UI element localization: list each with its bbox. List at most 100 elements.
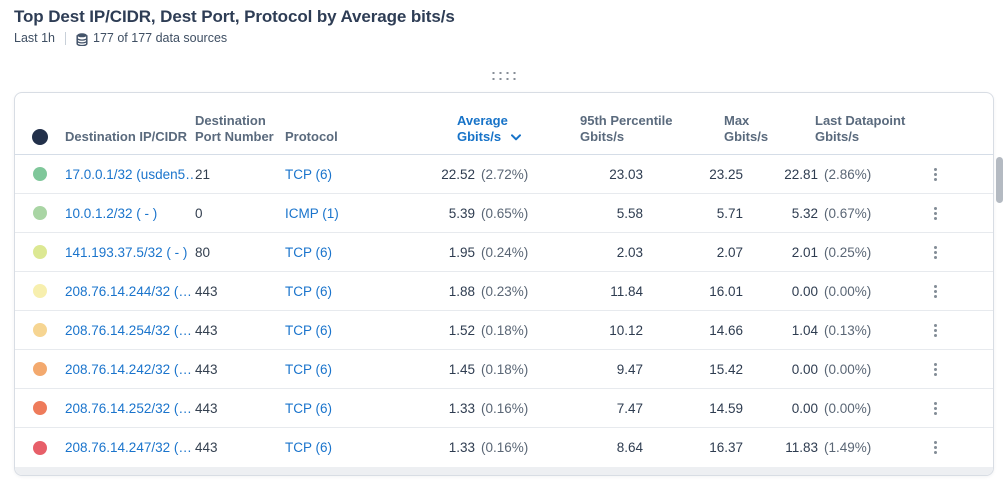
- row-actions-kebab-icon[interactable]: [930, 281, 941, 302]
- table-header-row: Destination IP/CIDR Destination Port Num…: [15, 93, 993, 155]
- drag-handle-icon[interactable]: [492, 72, 516, 80]
- row-actions-kebab-icon[interactable]: [930, 203, 941, 224]
- database-icon: [76, 32, 88, 46]
- max-value: 2.07: [716, 244, 743, 260]
- table-row: 208.76.14.247/32 (… 443 TCP (6) 1.33 (0.…: [15, 428, 993, 467]
- table-row: 141.193.37.5/32 ( - ) 80 TCP (6) 1.95 (0…: [15, 233, 993, 272]
- destination-ip-link[interactable]: 208.76.14.247/32 (…: [65, 440, 192, 455]
- page-title: Top Dest IP/CIDR, Dest Port, Protocol by…: [14, 7, 455, 26]
- column-header-average-line2: Gbits/s: [457, 128, 502, 144]
- average-percent: (0.23%): [481, 283, 529, 299]
- last-datapoint-value: 0.00: [791, 283, 818, 299]
- subtitle-divider: [65, 31, 67, 45]
- last-datapoint-value: 22.81: [784, 166, 818, 182]
- protocol-link[interactable]: TCP (6): [285, 166, 333, 182]
- protocol-link[interactable]: TCP (6): [285, 440, 333, 455]
- protocol-link[interactable]: TCP (6): [285, 244, 333, 260]
- widget-subtitle: Last 1h 177 of 177 data sources: [14, 31, 455, 46]
- table-row: 10.0.1.2/32 ( - ) 0 ICMP (1) 5.39 (0.65%…: [15, 194, 993, 233]
- row-actions-kebab-icon[interactable]: [930, 320, 941, 341]
- destination-ip-link[interactable]: 141.193.37.5/32 ( - ): [65, 244, 188, 260]
- last-datapoint-percent: (1.49%): [824, 440, 872, 455]
- column-header-max-line1: Max: [724, 112, 750, 128]
- destination-ip-link[interactable]: 17.0.0.1/32 (usden5…: [65, 166, 195, 182]
- destination-ip-link[interactable]: 208.76.14.254/32 (…: [65, 322, 192, 338]
- average-percent: (0.24%): [481, 244, 529, 260]
- row-color-cell: [15, 362, 65, 376]
- legend-dot-icon: [32, 129, 48, 145]
- data-sources-label: 177 of 177 data sources: [93, 31, 228, 45]
- table-row: 208.76.14.252/32 (… 443 TCP (6) 1.33 (0.…: [15, 389, 993, 428]
- average-value: 5.39: [448, 205, 475, 221]
- p95-value: 11.84: [610, 283, 643, 299]
- column-header-protocol[interactable]: Protocol: [285, 128, 338, 144]
- destination-port-value: 80: [195, 244, 211, 260]
- max-value: 14.59: [709, 400, 743, 416]
- max-value: 15.42: [709, 361, 743, 377]
- average-percent: (0.18%): [481, 322, 529, 338]
- destination-port-value: 0: [195, 205, 203, 221]
- row-actions-kebab-icon[interactable]: [930, 359, 941, 380]
- row-actions-kebab-icon[interactable]: [930, 437, 941, 458]
- table-card: Destination IP/CIDR Destination Port Num…: [14, 92, 994, 476]
- column-header-last-line2: Gbits/s: [815, 128, 860, 144]
- p95-value: 10.12: [609, 322, 643, 338]
- destination-ip-link[interactable]: 208.76.14.252/32 (…: [65, 400, 192, 416]
- row-actions-kebab-icon[interactable]: [930, 398, 941, 419]
- destination-port-value: 21: [195, 166, 211, 182]
- average-percent: (0.18%): [481, 361, 529, 377]
- vertical-scrollbar[interactable]: [996, 157, 1003, 203]
- max-value: 16.01: [709, 283, 743, 299]
- last-datapoint-value: 5.32: [791, 205, 818, 221]
- destination-ip-link[interactable]: 208.76.14.242/32 (…: [65, 361, 192, 377]
- average-value: 1.45: [448, 361, 475, 377]
- row-color-dot-icon: [33, 401, 47, 415]
- last-datapoint-value: 1.04: [791, 322, 818, 338]
- max-value: 5.71: [716, 205, 743, 221]
- column-header-95th-percentile[interactable]: 95th Percentile Gbits/s: [535, 113, 673, 155]
- column-header-last-line1: Last Datapoint: [815, 112, 906, 128]
- column-header-last-datapoint[interactable]: Last Datapoint Gbits/s: [743, 112, 906, 155]
- average-value: 1.52: [448, 322, 475, 338]
- last-datapoint-value: 11.83: [785, 440, 818, 455]
- protocol-link[interactable]: TCP (6): [285, 322, 333, 338]
- average-value: 1.95: [448, 244, 475, 260]
- protocol-link[interactable]: TCP (6): [285, 283, 333, 299]
- last-datapoint-percent: (0.13%): [824, 322, 872, 338]
- row-color-cell: [15, 167, 65, 181]
- last-datapoint-value: 0.00: [791, 400, 818, 416]
- widget-header: Top Dest IP/CIDR, Dest Port, Protocol by…: [14, 7, 455, 46]
- row-color-cell: [15, 323, 65, 337]
- chevron-down-icon[interactable]: [510, 129, 521, 145]
- row-color-dot-icon: [33, 323, 47, 337]
- row-color-dot-icon: [33, 206, 47, 220]
- destination-port-value: 443: [195, 400, 218, 416]
- column-header-average-sorted[interactable]: Average Gbits/s: [430, 113, 535, 155]
- table-body: 17.0.0.1/32 (usden5… 21 TCP (6) 22.52 (2…: [15, 155, 993, 467]
- row-actions-kebab-icon[interactable]: [930, 164, 941, 185]
- destination-ip-link[interactable]: 10.0.1.2/32 ( - ): [65, 205, 158, 221]
- p95-value: 7.47: [616, 400, 643, 416]
- protocol-link[interactable]: TCP (6): [285, 400, 333, 416]
- row-color-cell: [15, 440, 65, 455]
- average-value: 1.88: [448, 283, 475, 299]
- last-datapoint-value: 0.00: [791, 361, 818, 377]
- horizontal-scrollbar[interactable]: [15, 467, 993, 475]
- row-color-cell: [15, 206, 65, 220]
- average-percent: (0.16%): [481, 440, 529, 455]
- protocol-link[interactable]: TCP (6): [285, 361, 333, 377]
- average-value: 1.33: [448, 400, 475, 416]
- column-header-destination-ip[interactable]: Destination IP/CIDR: [65, 128, 188, 144]
- column-header-p95-line2: Gbits/s: [580, 128, 625, 144]
- protocol-link[interactable]: ICMP (1): [285, 205, 339, 221]
- row-color-dot-icon: [33, 362, 47, 376]
- average-percent: (0.16%): [481, 400, 529, 416]
- last-datapoint-percent: (0.67%): [824, 205, 872, 221]
- column-header-destination-port[interactable]: Destination Port Number: [195, 112, 274, 144]
- column-header-max[interactable]: Max Gbits/s: [643, 112, 768, 155]
- row-color-cell: [15, 284, 65, 298]
- destination-ip-link[interactable]: 208.76.14.244/32 (…: [65, 283, 192, 299]
- max-value: 23.25: [709, 166, 743, 182]
- row-actions-kebab-icon[interactable]: [930, 242, 941, 263]
- last-datapoint-percent: (2.86%): [824, 166, 872, 182]
